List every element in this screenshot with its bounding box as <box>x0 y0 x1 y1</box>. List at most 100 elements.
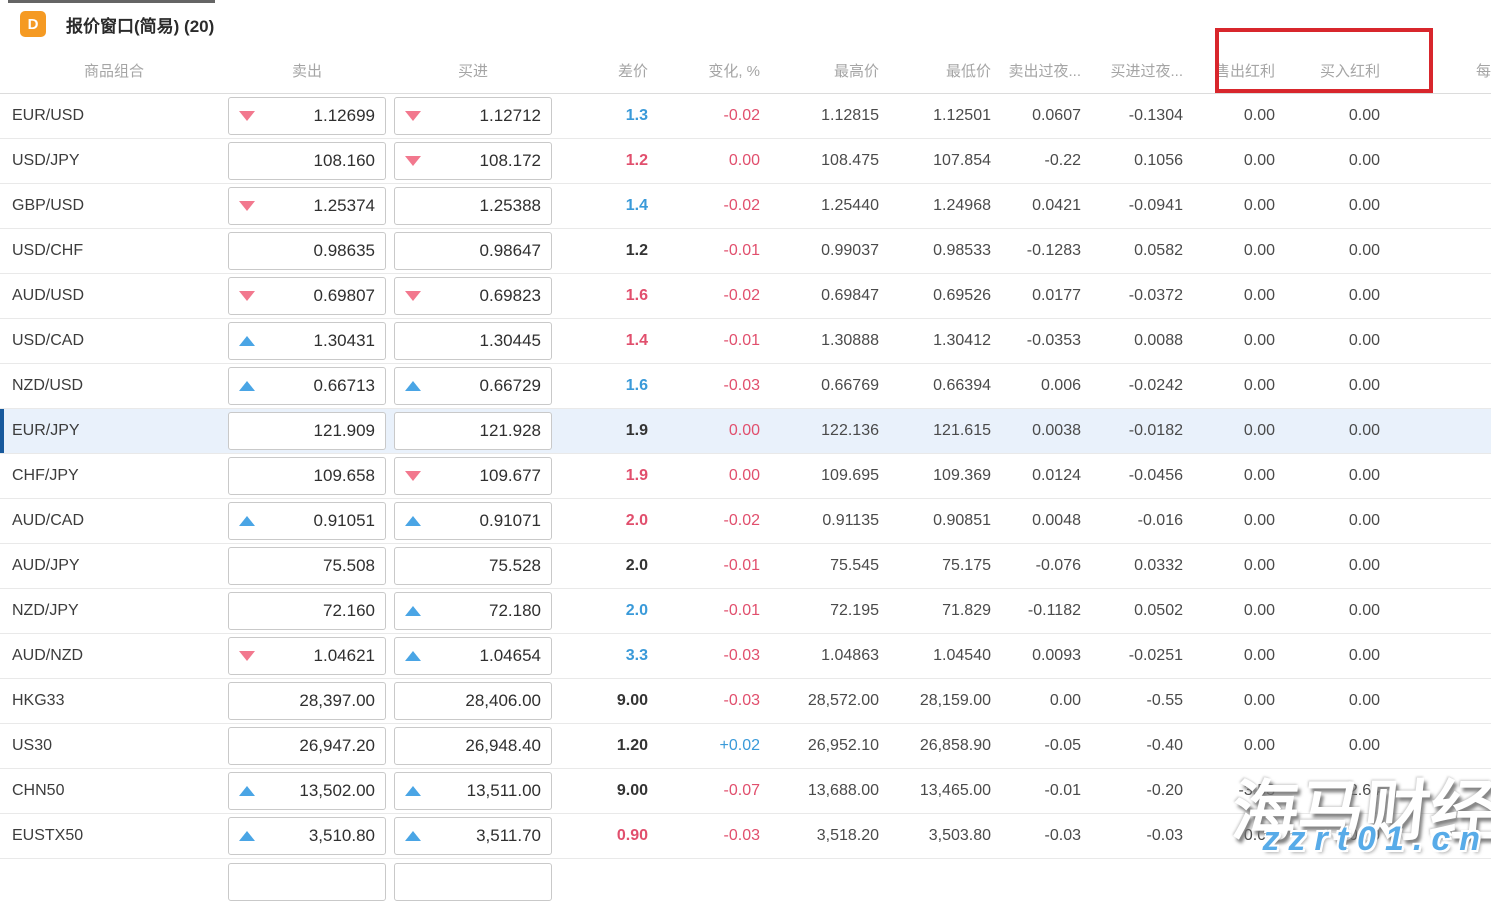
spread-value: 2.0 <box>625 512 648 529</box>
column-header-buy[interactable]: 买进 <box>457 63 488 80</box>
quote-row[interactable]: US30 26,947.20 26,948.40 1.20 +0.02 26,9… <box>0 724 1491 769</box>
column-header-change[interactable]: 变化, % <box>708 63 760 80</box>
sell-trend-icon <box>239 156 255 166</box>
sell-price-button[interactable]: 72.160 <box>228 592 386 630</box>
price-down-icon <box>239 291 255 301</box>
sell-price-button[interactable]: 1.12699 <box>228 97 386 135</box>
column-header-low[interactable]: 最低价 <box>945 63 991 80</box>
quote-row[interactable]: AUD/JPY 75.508 75.528 2.0 -0.01 75.545 7… <box>0 544 1491 589</box>
price-up-icon <box>405 606 421 616</box>
sell-price-value: 1.12699 <box>313 106 375 125</box>
buy-price-button[interactable]: 3,511.70 <box>394 817 552 855</box>
sell-price-value: 13,502.00 <box>299 781 375 800</box>
quote-row[interactable]: NZD/USD 0.66713 0.66729 1.6 -0.03 0.6676… <box>0 364 1491 409</box>
quote-row[interactable]: NZD/JPY 72.160 72.180 2.0 -0.01 72.195 7… <box>0 589 1491 634</box>
buy-price-value: 1.12712 <box>479 106 541 125</box>
buy-dividend-value: 0.00 <box>1348 197 1380 214</box>
sell-price-button[interactable]: 1.04621 <box>228 637 386 675</box>
buy-price-value: 72.180 <box>489 601 541 620</box>
sell-trend-icon <box>239 561 255 571</box>
sell-dividend-value: 0.00 <box>1243 737 1275 754</box>
column-header-sell[interactable]: 卖出 <box>291 63 322 80</box>
sell-price-button[interactable]: 0.91051 <box>228 502 386 540</box>
quote-row[interactable]: CHN50 13,502.00 13,511.00 9.00 -0.07 13,… <box>0 769 1491 814</box>
column-header-symbol[interactable]: 商品组合 <box>83 63 144 80</box>
sell-price-button[interactable]: 121.909 <box>228 412 386 450</box>
quote-row[interactable]: USD/CHF 0.98635 0.98647 1.2 -0.01 0.9903… <box>0 229 1491 274</box>
low-value: 1.24968 <box>933 197 991 214</box>
top-edge-artifact <box>8 0 215 3</box>
spread-value: 1.3 <box>625 107 648 124</box>
sell-overnight-value: -0.1283 <box>1026 242 1081 259</box>
low-value: 1.30412 <box>933 332 991 349</box>
change-percent-value: -0.03 <box>723 647 760 664</box>
spread-value: 1.9 <box>625 422 648 439</box>
price-down-icon <box>239 201 255 211</box>
sell-price-button[interactable]: 0.66713 <box>228 367 386 405</box>
sell-dividend-value: 0.00 <box>1243 107 1275 124</box>
buy-price-button[interactable]: 108.172 <box>394 142 552 180</box>
buy-price-button[interactable] <box>394 863 552 901</box>
quote-row[interactable]: EUSTX50 3,510.80 3,511.70 0.90 -0.03 3,5… <box>0 814 1491 859</box>
column-header-per[interactable]: 每 <box>1475 63 1491 80</box>
sell-price-button[interactable]: 108.160 <box>228 142 386 180</box>
sell-price-button[interactable]: 0.98635 <box>228 232 386 270</box>
quote-row[interactable]: AUD/CAD 0.91051 0.91071 2.0 -0.02 0.9113… <box>0 499 1491 544</box>
sell-overnight-value: 0.0048 <box>1032 512 1081 529</box>
column-header-spread[interactable]: 差价 <box>617 63 648 80</box>
buy-price-button[interactable]: 1.04654 <box>394 637 552 675</box>
column-header-sell-dividend[interactable]: 售出红利 <box>1214 63 1275 80</box>
quote-row[interactable]: CHF/JPY 109.658 109.677 1.9 0.00 109.695… <box>0 454 1491 499</box>
buy-price-button[interactable]: 28,406.00 <box>394 682 552 720</box>
spread-value: 1.6 <box>625 287 648 304</box>
quote-row[interactable]: EUR/USD 1.12699 1.12712 1.3 -0.02 1.1281… <box>0 94 1491 139</box>
buy-price-button[interactable]: 0.98647 <box>394 232 552 270</box>
sell-price-button[interactable]: 0.69807 <box>228 277 386 315</box>
change-percent-value: +0.02 <box>719 737 760 754</box>
sell-price-button[interactable]: 28,397.00 <box>228 682 386 720</box>
buy-price-value: 109.677 <box>479 466 541 485</box>
sell-price-button[interactable]: 26,947.20 <box>228 727 386 765</box>
sell-price-button[interactable]: 109.658 <box>228 457 386 495</box>
sell-price-button[interactable]: 1.30431 <box>228 322 386 360</box>
sell-price-button[interactable]: 3,510.80 <box>228 817 386 855</box>
spread-value: 1.2 <box>625 152 648 169</box>
column-header-buy-overnight[interactable]: 买进过夜... <box>1110 63 1183 80</box>
buy-price-button[interactable]: 109.677 <box>394 457 552 495</box>
spread-value: 1.20 <box>616 737 648 754</box>
column-header-buy-dividend[interactable]: 买入红利 <box>1319 63 1380 80</box>
symbol-label: EUR/USD <box>12 107 85 124</box>
buy-price-button[interactable]: 72.180 <box>394 592 552 630</box>
quote-row[interactable]: USD/JPY 108.160 108.172 1.2 0.00 108.475… <box>0 139 1491 184</box>
quote-row[interactable]: EUR/JPY 121.909 121.928 1.9 0.00 122.136… <box>0 409 1491 454</box>
table-header-row: 商品组合 卖出 买进 差价 变化, % 最高价 最低价 卖出过夜... 买进过夜… <box>0 48 1491 94</box>
buy-price-button[interactable]: 26,948.40 <box>394 727 552 765</box>
quote-row[interactable]: GBP/USD 1.25374 1.25388 1.4 -0.02 1.2544… <box>0 184 1491 229</box>
sell-overnight-value: 0.0421 <box>1032 197 1081 214</box>
quote-row[interactable]: AUD/NZD 1.04621 1.04654 3.3 -0.03 1.0486… <box>0 634 1491 679</box>
quote-row[interactable]: AUD/USD 0.69807 0.69823 1.6 -0.02 0.6984… <box>0 274 1491 319</box>
buy-overnight-value: 0.1056 <box>1134 152 1183 169</box>
sell-price-button[interactable] <box>228 863 386 901</box>
buy-price-button[interactable]: 121.928 <box>394 412 552 450</box>
buy-price-button[interactable]: 0.91071 <box>394 502 552 540</box>
buy-price-button[interactable]: 75.528 <box>394 547 552 585</box>
sell-price-button[interactable]: 75.508 <box>228 547 386 585</box>
price-down-icon <box>405 111 421 121</box>
spread-value: 0.90 <box>616 827 648 844</box>
column-header-high[interactable]: 最高价 <box>833 63 879 80</box>
buy-price-button[interactable]: 13,511.00 <box>394 772 552 810</box>
buy-price-button[interactable]: 0.66729 <box>394 367 552 405</box>
sell-price-button[interactable]: 13,502.00 <box>228 772 386 810</box>
buy-price-button[interactable]: 1.25388 <box>394 187 552 225</box>
sell-price-button[interactable]: 1.25374 <box>228 187 386 225</box>
column-header-sell-overnight[interactable]: 卖出过夜... <box>1008 63 1081 80</box>
buy-price-button[interactable]: 1.12712 <box>394 97 552 135</box>
quote-row[interactable]: HKG33 28,397.00 28,406.00 9.00 -0.03 28,… <box>0 679 1491 724</box>
buy-price-button[interactable]: 1.30445 <box>394 322 552 360</box>
sell-overnight-value: 0.00 <box>1049 692 1081 709</box>
quote-row-partial[interactable] <box>0 859 1491 901</box>
sell-dividend-value: 0.00 <box>1243 827 1275 844</box>
buy-price-button[interactable]: 0.69823 <box>394 277 552 315</box>
quote-row[interactable]: USD/CAD 1.30431 1.30445 1.4 -0.01 1.3088… <box>0 319 1491 364</box>
